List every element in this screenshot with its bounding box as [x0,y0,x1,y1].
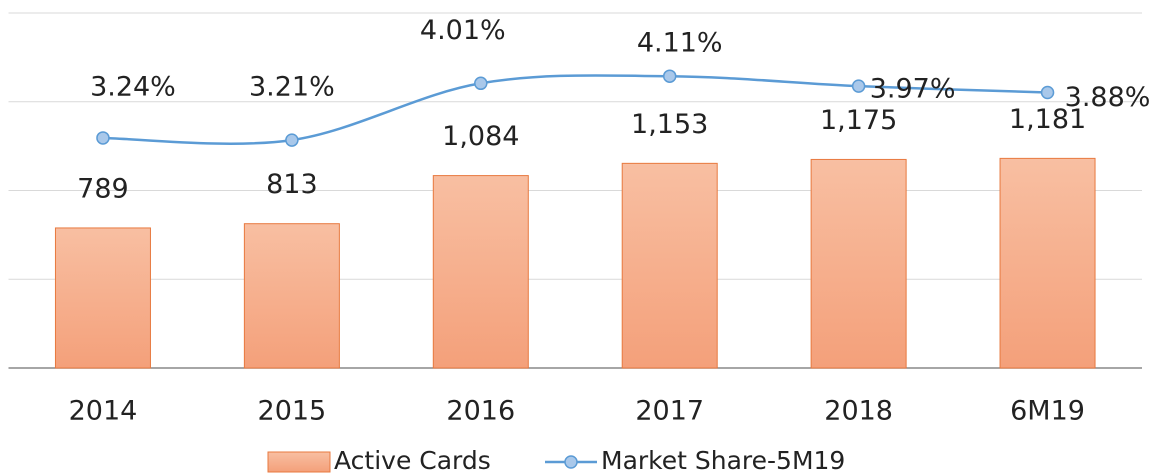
bar [243,223,340,369]
line-marker [285,133,299,147]
line-value-label: 4.01% [420,15,506,46]
line-marker [851,79,866,93]
line-marker [662,69,677,83]
legend-swatch [267,451,331,473]
line-marker [96,131,110,145]
line-value-label: 3.24% [90,71,176,102]
bar-value-label: 1,181 [1009,104,1086,135]
bar [621,162,718,369]
x-tick-label: 6M19 [1010,396,1085,427]
legend-label: Active Cards [334,446,491,473]
bar-value-label: 1,175 [820,105,897,136]
legend-label: Market Share-5M19 [601,446,845,473]
line-marker [1040,85,1055,100]
line-value-label: 4.11% [637,28,723,59]
legend-swatch [564,455,578,469]
bar [54,227,151,369]
x-tick-label: 2018 [824,396,893,427]
line-value-label: 3.88% [1065,82,1151,113]
line-value-label: 3.21% [249,72,335,103]
bar [432,175,529,369]
bar [999,157,1096,369]
line [102,74,1048,145]
line-value-label: 3.97% [870,74,956,105]
bar-value-label: 813 [266,169,318,200]
bar [810,158,907,369]
bar-value-label: 789 [77,173,129,204]
bar-value-label: 1,153 [631,109,708,140]
x-tick-label: 2016 [446,396,515,427]
x-tick-label: 2015 [258,396,327,427]
bar-value-label: 1,084 [442,121,519,152]
x-tick-label: 2017 [635,396,704,427]
line-marker [474,76,488,91]
x-tick-label: 2014 [69,396,138,427]
